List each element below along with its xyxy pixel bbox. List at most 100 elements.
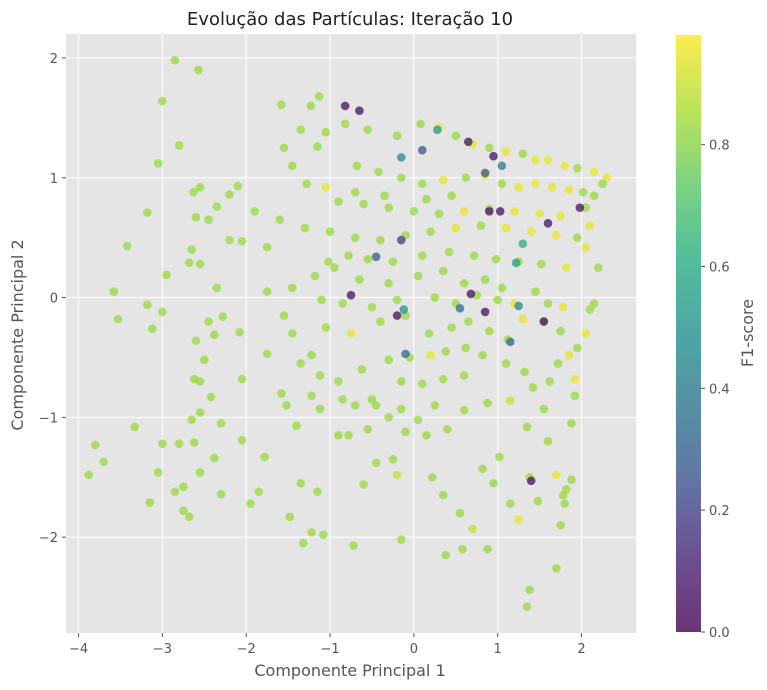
data-point	[296, 125, 306, 135]
data-point	[350, 401, 360, 410]
data-point	[501, 223, 511, 233]
data-point	[543, 155, 553, 165]
y-tick-label: 1	[50, 172, 58, 187]
data-point	[143, 300, 152, 310]
x-axis-ticks: −4 −3 −2 −1 0 1 2	[69, 633, 586, 657]
data-point	[552, 230, 561, 240]
x-tick-label: −2	[237, 642, 256, 657]
data-point	[313, 487, 322, 496]
data-point	[518, 149, 528, 159]
colorbar-label: F1-score	[738, 299, 757, 367]
data-point	[495, 207, 505, 216]
data-point	[497, 161, 507, 171]
data-point	[525, 585, 534, 595]
data-point	[237, 236, 247, 246]
data-point	[434, 209, 444, 218]
data-point	[464, 317, 473, 326]
data-point	[558, 490, 568, 500]
data-point	[338, 299, 347, 308]
data-point	[371, 401, 381, 410]
data-point	[476, 221, 486, 230]
data-point	[292, 421, 301, 431]
data-point	[478, 464, 487, 474]
data-point	[99, 457, 109, 466]
data-point	[143, 208, 152, 217]
data-point	[602, 173, 611, 183]
data-point	[497, 179, 507, 189]
data-point	[279, 311, 289, 320]
data-point	[288, 283, 297, 293]
data-point	[396, 404, 406, 414]
data-point	[438, 175, 448, 185]
data-point	[578, 187, 588, 197]
data-point	[575, 203, 585, 213]
x-axis-label: Componente Principal 1	[254, 661, 445, 680]
data-point	[409, 207, 419, 216]
data-point	[567, 419, 576, 428]
data-point	[533, 496, 543, 506]
data-point	[461, 173, 471, 183]
data-point	[430, 293, 440, 302]
data-point	[485, 207, 494, 216]
data-point	[321, 183, 331, 192]
data-point	[570, 391, 580, 401]
data-point	[122, 241, 132, 251]
data-point	[505, 396, 515, 405]
data-point	[543, 299, 553, 308]
data-point	[189, 374, 199, 384]
data-point	[384, 355, 394, 365]
data-point	[313, 142, 322, 151]
data-point	[210, 453, 219, 463]
data-point	[262, 349, 272, 359]
data-point	[277, 100, 286, 109]
data-point	[493, 295, 502, 305]
data-point	[376, 317, 385, 326]
data-point	[547, 183, 557, 192]
data-point	[363, 125, 373, 135]
data-point	[296, 359, 306, 368]
data-point	[464, 137, 473, 147]
colorbar-ticks: 0.0 0.2 0.4 0.6 0.8	[701, 139, 730, 641]
data-point	[306, 101, 316, 111]
data-point	[401, 427, 410, 437]
data-point	[346, 290, 356, 300]
data-point	[564, 350, 574, 360]
data-point	[334, 377, 343, 386]
data-point	[189, 187, 198, 197]
data-point	[581, 242, 591, 252]
data-point	[324, 257, 333, 266]
data-point	[543, 218, 553, 228]
data-point	[598, 179, 607, 189]
data-point	[170, 487, 180, 496]
data-point	[275, 215, 285, 224]
data-point	[315, 404, 325, 414]
data-point	[526, 476, 536, 486]
data-point	[346, 329, 356, 338]
data-point	[153, 468, 163, 477]
data-point	[459, 207, 469, 216]
data-point	[206, 392, 216, 402]
data-point	[447, 191, 456, 201]
data-point	[334, 431, 343, 440]
data-point	[194, 65, 203, 75]
data-point	[593, 263, 603, 272]
data-point	[204, 215, 213, 224]
data-point	[392, 470, 402, 480]
data-point	[91, 440, 100, 450]
x-tick-label: 1	[494, 642, 502, 657]
data-point	[376, 235, 385, 245]
data-point	[179, 506, 188, 516]
data-point	[363, 425, 373, 434]
data-point	[573, 163, 582, 173]
data-point	[489, 151, 498, 161]
data-point	[325, 227, 335, 236]
data-point	[459, 405, 469, 415]
x-tick-label: −3	[153, 642, 172, 657]
data-point	[428, 472, 437, 482]
data-point	[321, 127, 331, 137]
data-point	[416, 119, 425, 129]
data-point	[558, 302, 568, 312]
data-point	[438, 490, 448, 500]
data-point	[384, 203, 394, 213]
data-point	[355, 275, 364, 284]
